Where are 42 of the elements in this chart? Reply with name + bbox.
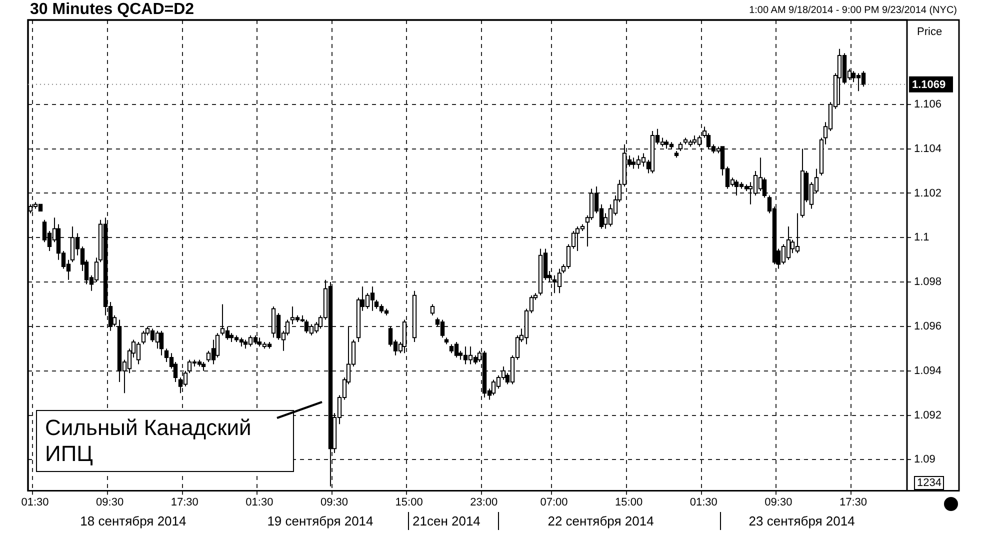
y-tick-label: 1.1 — [914, 232, 930, 244]
y-tick-label: 1.092 — [914, 409, 942, 422]
candlestick — [678, 142, 683, 152]
x-tick-label: 23:00 — [470, 496, 498, 508]
x-tick-label: 09:30 — [320, 496, 348, 508]
candlestick — [141, 330, 146, 345]
y-axis-title: Price — [917, 26, 942, 38]
text: 19 сентября 2014 — [267, 514, 374, 529]
chart-title: 30 Minutes QCAD=D2 — [30, 1, 194, 19]
x-tick-label: 17:30 — [170, 496, 198, 508]
candlestick — [201, 361, 206, 372]
toolbar-field: 1234 — [914, 476, 944, 490]
x-tick-label: 01:30 — [21, 496, 49, 508]
y-tick-label: 1.096 — [914, 320, 942, 332]
ref-line-label: 1.1069 — [912, 78, 946, 91]
x-tick-label: 17:30 — [839, 496, 867, 508]
candlestick — [402, 319, 407, 354]
candlestick — [444, 337, 449, 345]
text: 23 сентября 2014 — [748, 514, 855, 529]
candlestick — [430, 304, 435, 316]
x-tick-label: 01:30 — [246, 496, 274, 508]
text: 21сен 2014 — [412, 514, 480, 529]
y-tick-label: 1.106 — [914, 98, 942, 110]
y-tick-label: 1.09 — [914, 454, 936, 466]
candlestick — [800, 148, 805, 218]
y-tick-label: 1.104 — [914, 142, 942, 155]
chart-subtitle: 1:00 AM 9/18/2014 - 9:00 PM 9/23/2014 (NYC) — [749, 5, 957, 16]
annotation: Сильный Канадский ИПЦ — [36, 410, 294, 472]
x-tick-label: 01:30 — [690, 496, 718, 508]
candlestick — [159, 330, 164, 356]
y-tick-label: 1.094 — [914, 364, 942, 377]
x-tick-label: 15:00 — [395, 496, 423, 508]
candlestick — [674, 150, 679, 158]
y-tick-label: 1.102 — [914, 187, 942, 200]
x-tick-label: 09:30 — [764, 496, 792, 508]
candlestick — [412, 290, 417, 343]
x-tick-label: 15:00 — [615, 496, 643, 508]
x-tick-label: 07:00 — [540, 496, 568, 508]
x-tick-label: 09:30 — [96, 496, 124, 508]
text: 18 сентября 2014 — [80, 514, 186, 529]
y-tick-label: 1.098 — [914, 276, 942, 288]
text: 22 сентября 2014 — [548, 514, 654, 529]
